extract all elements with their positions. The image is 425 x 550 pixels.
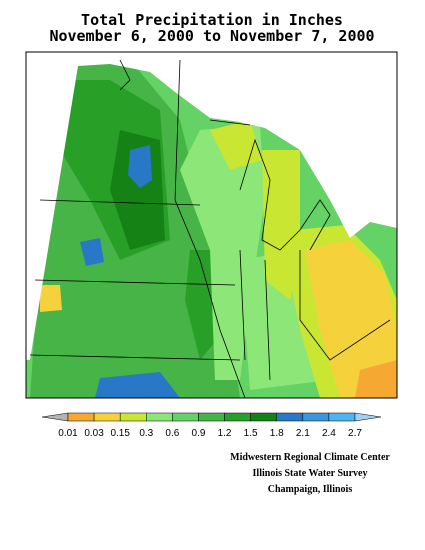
legend-label: 0.15 — [110, 428, 130, 439]
legend-label: 0.9 — [192, 428, 206, 439]
legend-label: 0.6 — [165, 428, 179, 439]
legend-label: 1.5 — [244, 428, 258, 439]
map-title: Total Precipitation in Inches — [81, 11, 343, 29]
map — [25, 51, 398, 399]
legend-label: 1.8 — [270, 428, 284, 439]
legend-arrow — [354, 412, 382, 422]
boundaries — [29, 59, 391, 398]
legend-label: 2.1 — [296, 428, 310, 439]
legend-swatch — [93, 412, 121, 422]
legend-swatch — [146, 412, 173, 422]
legend-swatch — [250, 412, 277, 422]
legend-swatch — [224, 412, 251, 422]
legend-label: 2.4 — [322, 428, 336, 439]
credit: Champaign, Illinois — [268, 484, 353, 495]
legend-swatch — [67, 412, 95, 422]
legend-label: 1.2 — [218, 428, 232, 439]
legend-swatch — [276, 412, 304, 422]
legend-label: 0.3 — [139, 428, 153, 439]
legend-label: 0.03 — [84, 428, 104, 439]
credit: Illinois State Water Survey — [253, 468, 368, 479]
color-legend: 0.01 0.03 0.15 0.3 0.6 0.9 1.2 1.5 1.8 2.1 2.4 2.7 — [41, 412, 382, 439]
map-subtitle: November 6, 2000 to November 7, 2000 — [49, 27, 374, 45]
credit: Midwestern Regional Climate Center — [230, 452, 390, 463]
legend-swatch — [302, 412, 330, 422]
legend-swatch — [328, 412, 356, 422]
legend-swatch — [198, 412, 225, 422]
legend-swatch — [119, 412, 147, 422]
legend-label: 0.01 — [58, 428, 78, 439]
legend-arrow — [41, 412, 69, 422]
legend-swatch — [172, 412, 199, 422]
legend-label: 2.7 — [348, 428, 362, 439]
